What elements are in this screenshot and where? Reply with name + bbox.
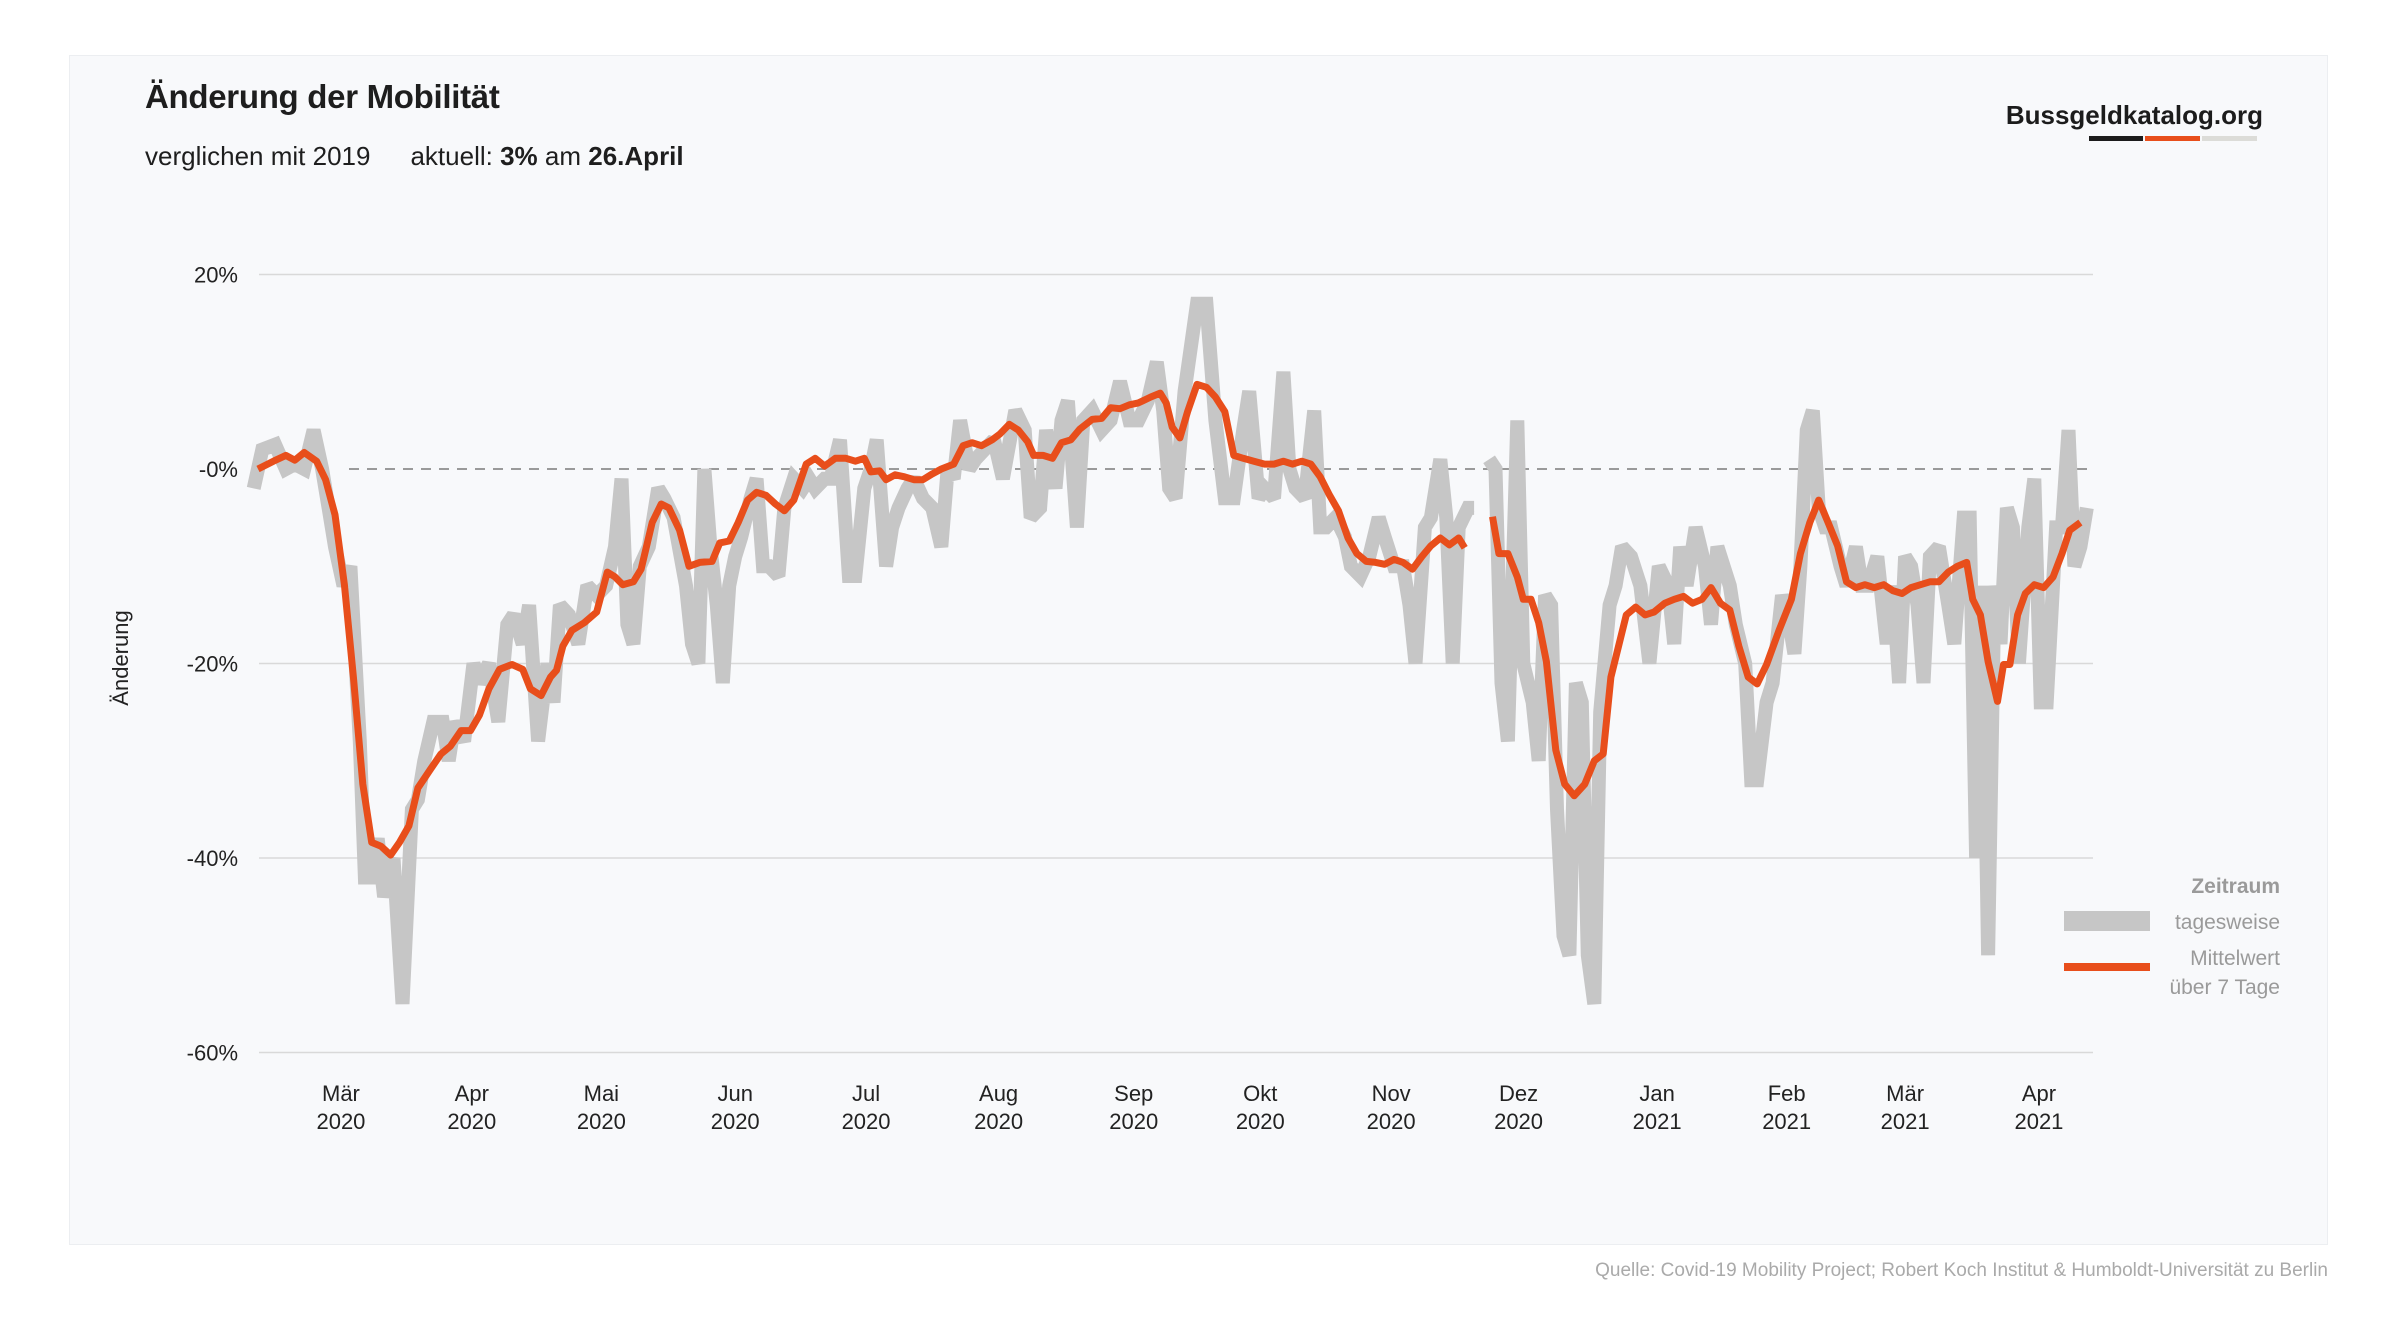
x-tick-year: 2020: [1367, 1109, 1416, 1134]
legend-label-daily: tagesweise: [2175, 911, 2280, 934]
chart-card: [69, 55, 2328, 1245]
x-tick-year: 2021: [1633, 1109, 1682, 1134]
y-axis-label: Änderung: [108, 610, 133, 705]
y-tick-label: -60%: [187, 1041, 238, 1066]
x-tick-month: Jun: [717, 1081, 752, 1106]
x-tick-month: Jan: [1639, 1081, 1674, 1106]
current-date: 26.April: [588, 141, 684, 171]
x-tick-month: Okt: [1243, 1081, 1277, 1106]
x-tick-month: Mai: [584, 1081, 619, 1106]
x-tick-month: Dez: [1499, 1081, 1538, 1106]
legend-swatch-mean: [2064, 963, 2150, 971]
x-tick-year: 2021: [2014, 1109, 2063, 1134]
x-tick-year: 2020: [577, 1109, 626, 1134]
x-tick-year: 2020: [842, 1109, 891, 1134]
daily-series-band: [1483, 408, 2094, 1005]
x-tick-year: 2020: [974, 1109, 1023, 1134]
x-tick-month: Mär: [1886, 1081, 1924, 1106]
x-tick-month: Apr: [455, 1081, 489, 1106]
chart-title: Änderung der Mobilität: [145, 78, 500, 115]
x-tick-year: 2021: [1881, 1109, 1930, 1134]
legend-label-mean-line1: Mittelwert: [2190, 947, 2280, 970]
x-tick-month: Jul: [852, 1081, 880, 1106]
x-axis-ticks: Mär 2020 Apr 2020 Mai 2020 Jun 2020 Jul 2020 Aug 20…: [316, 1081, 2063, 1134]
x-tick-year: 2020: [1109, 1109, 1158, 1134]
logo-bar-gray: [2202, 136, 2257, 141]
y-tick-label: 20%: [194, 263, 238, 288]
x-tick-year: 2020: [1494, 1109, 1543, 1134]
x-tick-month: Mär: [322, 1081, 360, 1106]
y-tick-label: -40%: [187, 846, 238, 871]
x-tick-year: 2020: [1236, 1109, 1285, 1134]
current-label: aktuell:: [410, 141, 493, 171]
chart-subtitle: verglichen mit 2019 aktuell: 3% am 26.Apr…: [145, 141, 684, 172]
x-tick-month: Feb: [1768, 1081, 1806, 1106]
mean-series-line: [1489, 496, 2083, 800]
x-tick-year: 2021: [1762, 1109, 1811, 1134]
subtitle-comparison: verglichen mit 2019: [145, 141, 371, 171]
x-tick-month: Nov: [1372, 1081, 1411, 1106]
x-tick-year: 2020: [711, 1109, 760, 1134]
x-tick-month: Sep: [1114, 1081, 1153, 1106]
daily-series-band: [246, 296, 1475, 1005]
y-tick-label: -0%: [199, 457, 238, 482]
x-tick-year: 2020: [447, 1109, 496, 1134]
source-note: Quelle: Covid-19 Mobility Project; Rober…: [1595, 1260, 2328, 1281]
logo-bar-black: [2089, 136, 2143, 141]
brand-logo[interactable]: Bussgeldkatalog.org: [2005, 100, 2263, 130]
mean-series-line: [256, 380, 1468, 859]
current-mid: am: [544, 141, 582, 171]
x-tick-month: Aug: [979, 1081, 1018, 1106]
logo-bar-orange: [2145, 136, 2200, 141]
y-tick-label: -20%: [187, 652, 238, 677]
legend-title: Zeitraum: [2191, 875, 2280, 898]
legend-swatch-daily: [2064, 911, 2150, 931]
legend: Zeitraum tagesweise Mittelwert über 7 Ta…: [2064, 875, 2280, 999]
x-tick-year: 2020: [316, 1109, 365, 1134]
legend-label-mean-line2: über 7 Tage: [2169, 976, 2280, 999]
series-layer: [246, 296, 2094, 1005]
current-value: 3%: [500, 141, 538, 171]
x-tick-month: Apr: [2022, 1081, 2056, 1106]
y-axis-ticks: 20% -0% -20% -40% -60%: [187, 263, 238, 1066]
